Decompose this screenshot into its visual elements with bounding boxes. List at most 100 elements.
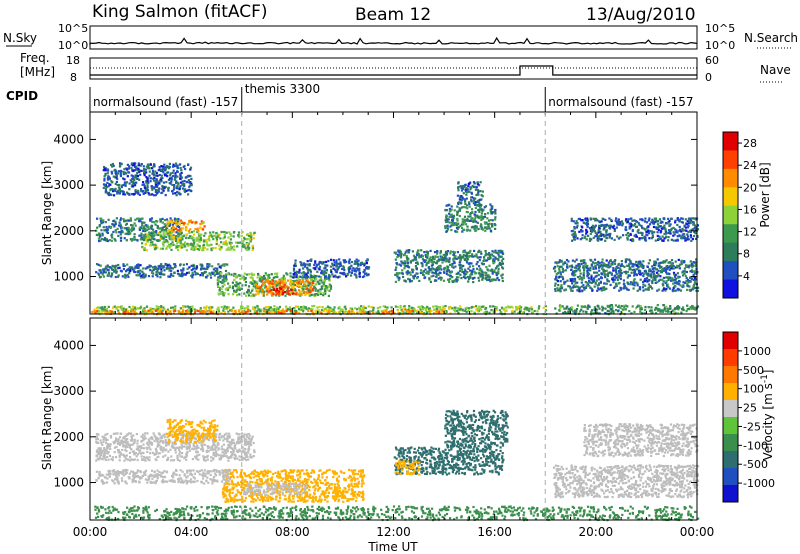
data-cell [669, 264, 672, 267]
data-cell [559, 280, 562, 283]
data-cell [103, 305, 107, 309]
data-cell [664, 260, 667, 263]
data-cell [559, 285, 562, 289]
data-cell [130, 228, 133, 231]
data-cell [308, 294, 312, 297]
data-cell [445, 215, 448, 218]
data-cell [292, 276, 295, 279]
data-cell [436, 309, 439, 312]
data-cell [320, 287, 323, 290]
data-cell [583, 269, 586, 272]
data-cell [265, 287, 268, 290]
data-cell [496, 276, 499, 279]
data-cell [642, 274, 645, 278]
data-cell [299, 275, 302, 278]
data-cell [230, 273, 233, 276]
data-cell [110, 225, 113, 229]
data-cell [329, 265, 332, 268]
data-cell [160, 229, 163, 232]
data-cell [144, 228, 147, 231]
data-cell [307, 275, 310, 278]
data-cell [631, 268, 634, 272]
data-cell [199, 309, 202, 312]
data-cell [471, 277, 474, 280]
data-cell [151, 167, 154, 170]
data-cell [255, 289, 258, 292]
data-cell [641, 286, 644, 289]
data-cell [118, 221, 121, 224]
data-cell [255, 288, 258, 291]
data-cell [94, 312, 97, 315]
data-cell [165, 171, 168, 174]
data-cell [472, 305, 476, 309]
data-cell [175, 223, 178, 226]
data-cell [328, 279, 331, 282]
data-cell [187, 244, 190, 247]
data-cell [464, 202, 467, 205]
data-cell [194, 228, 197, 231]
data-cell [166, 226, 169, 229]
data-cell [348, 262, 351, 265]
data-cell [262, 294, 265, 297]
data-cell [320, 279, 323, 282]
data-cell [465, 219, 468, 222]
data-cell [462, 205, 465, 209]
data-cell [206, 248, 209, 251]
data-cell [132, 227, 136, 230]
data-cell [223, 277, 226, 280]
data-cell [133, 310, 136, 313]
data-cell [664, 282, 667, 285]
data-cell [286, 279, 289, 282]
data-cell [393, 251, 396, 254]
data-cell [104, 169, 107, 172]
data-cell [447, 204, 450, 207]
data-cell [130, 174, 133, 177]
data-cell [480, 212, 483, 215]
data-cell [149, 233, 152, 236]
data-cell [488, 219, 491, 222]
data-cell [402, 311, 405, 314]
data-cell [106, 172, 109, 175]
data-cell [451, 216, 454, 219]
data-cell [488, 311, 491, 314]
data-cell [133, 270, 136, 274]
data-cell [617, 266, 620, 269]
data-cell [143, 174, 146, 177]
data-cell [485, 306, 488, 310]
data-cell [611, 263, 614, 266]
data-cell [179, 181, 182, 184]
data-cell [338, 266, 341, 269]
data-cell [227, 293, 230, 296]
data-cell [559, 290, 562, 293]
data-cell [397, 254, 400, 257]
data-cell [154, 181, 157, 184]
data-cell [457, 189, 460, 192]
data-cell [597, 283, 600, 286]
data-cell [241, 284, 244, 287]
data-cell [484, 205, 488, 208]
data-cell [187, 189, 190, 192]
data-cell [328, 276, 331, 279]
data-cell [320, 272, 323, 275]
data-cell [336, 276, 340, 279]
data-cell [562, 262, 565, 265]
data-cell [107, 305, 110, 308]
data-cell [145, 176, 148, 179]
data-cell [172, 174, 175, 178]
data-cell [149, 265, 152, 268]
data-cell [268, 291, 271, 294]
data-cell [176, 239, 179, 242]
data-cell [457, 271, 460, 274]
data-cell [154, 190, 157, 194]
data-cell [475, 308, 478, 311]
data-cell [474, 254, 477, 257]
data-cell [567, 260, 570, 263]
data-cell [304, 293, 307, 296]
data-cell [430, 261, 433, 264]
data-cell [618, 289, 621, 292]
data-cell [427, 307, 430, 310]
data-cell [159, 266, 162, 269]
data-cell [403, 305, 406, 308]
data-cell [270, 273, 273, 276]
data-cell [160, 311, 163, 314]
